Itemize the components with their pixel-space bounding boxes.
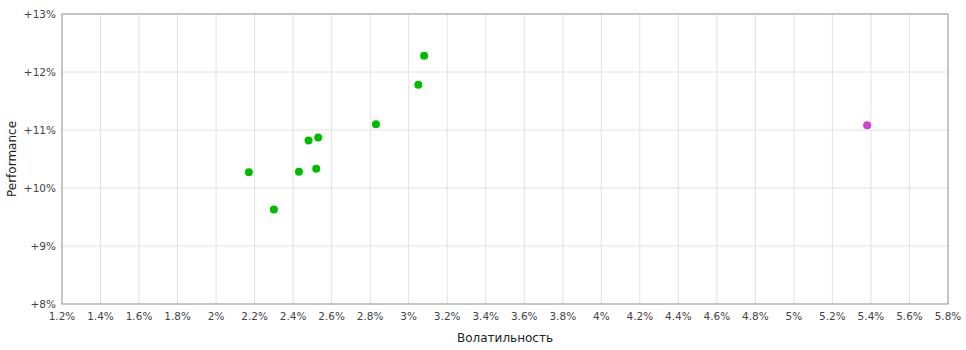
x-tick-label: 2.4% [280,310,307,322]
x-grid-line [562,14,563,304]
x-grid-line [755,14,756,304]
y-grid-line [62,246,948,247]
y-tick-label: +10% [24,182,56,194]
y-grid-line [62,72,948,73]
x-grid-line [139,14,140,304]
grid [62,14,948,304]
y-tick-label: +11% [24,124,56,136]
x-grid-line [832,14,833,304]
scatter-point [420,52,428,60]
x-tick-label: 5.4% [858,310,885,322]
x-tick-label: 1.4% [87,310,114,322]
x-grid-line [216,14,217,304]
x-tick-label: 2.2% [241,310,268,322]
x-tick-label: 5% [786,310,803,322]
x-grid-line [678,14,679,304]
scatter-point [312,165,320,173]
y-tick-label: +13% [24,8,56,20]
plot-area [62,14,948,304]
y-tick-label: +8% [31,298,56,310]
axes: 1.2% 1.4% 1.6% 1.8% 2% 2.2% 2.4% 2.6% 2.8% 3% 3.2%… [24,8,961,322]
scatter-point [863,121,871,129]
x-tick-label: 1.2% [49,310,76,322]
scatter-point [270,205,278,213]
x-grid-line [254,14,255,304]
y-grid-line [62,130,948,131]
scatter-point [314,134,322,142]
x-grid-line [870,14,871,304]
x-tick-label: 3% [400,310,417,322]
chart: 1.2% 1.4% 1.6% 1.8% 2% 2.2% 2.4% 2.6% 2.8% 3% 3.2%… [0,0,966,350]
scatter-point [372,120,380,128]
x-tick-label: 4.4% [665,310,692,322]
x-tick-label: 3.4% [472,310,499,322]
x-grid-line [639,14,640,304]
y-grid-line [62,188,948,189]
x-tick-label: 4.2% [626,310,653,322]
x-tick-label: 1.6% [126,310,153,322]
points [245,52,871,214]
x-tick-label: 5.6% [896,310,923,322]
x-grid-line [370,14,371,304]
x-tick-label: 4.6% [704,310,731,322]
x-grid-line [331,14,332,304]
x-tick-label: 3.2% [434,310,461,322]
x-tick-label: 5.8% [935,310,962,322]
series [863,121,871,129]
y-tick-label: +12% [24,66,56,78]
scatter-point [245,168,253,176]
x-tick-label: 1.8% [164,310,191,322]
x-tick-label: 2.6% [318,310,345,322]
plot-frame [62,14,948,304]
x-tick-label: 2% [208,310,225,322]
x-grid-line [408,14,409,304]
x-tick-label: 4.8% [742,310,769,322]
y-axis-label: Performance [5,121,19,197]
x-grid-line [524,14,525,304]
x-grid-line [100,14,101,304]
x-grid-line [447,14,448,304]
x-axis-label: Волатильность [457,331,553,345]
scatter-point [305,136,313,144]
x-tick-label: 2.8% [357,310,384,322]
series [245,52,428,214]
x-grid-line [293,14,294,304]
x-grid-line [177,14,178,304]
x-tick-label: 5.2% [819,310,846,322]
x-grid-line [793,14,794,304]
x-grid-line [716,14,717,304]
x-grid-line [485,14,486,304]
x-grid-line [601,14,602,304]
x-tick-label: 3.6% [511,310,538,322]
x-tick-label: 4% [593,310,610,322]
y-tick-label: +9% [31,240,56,252]
scatter-point [414,81,422,89]
scatter-point [295,168,303,176]
x-tick-label: 3.8% [549,310,576,322]
x-grid-line [909,14,910,304]
